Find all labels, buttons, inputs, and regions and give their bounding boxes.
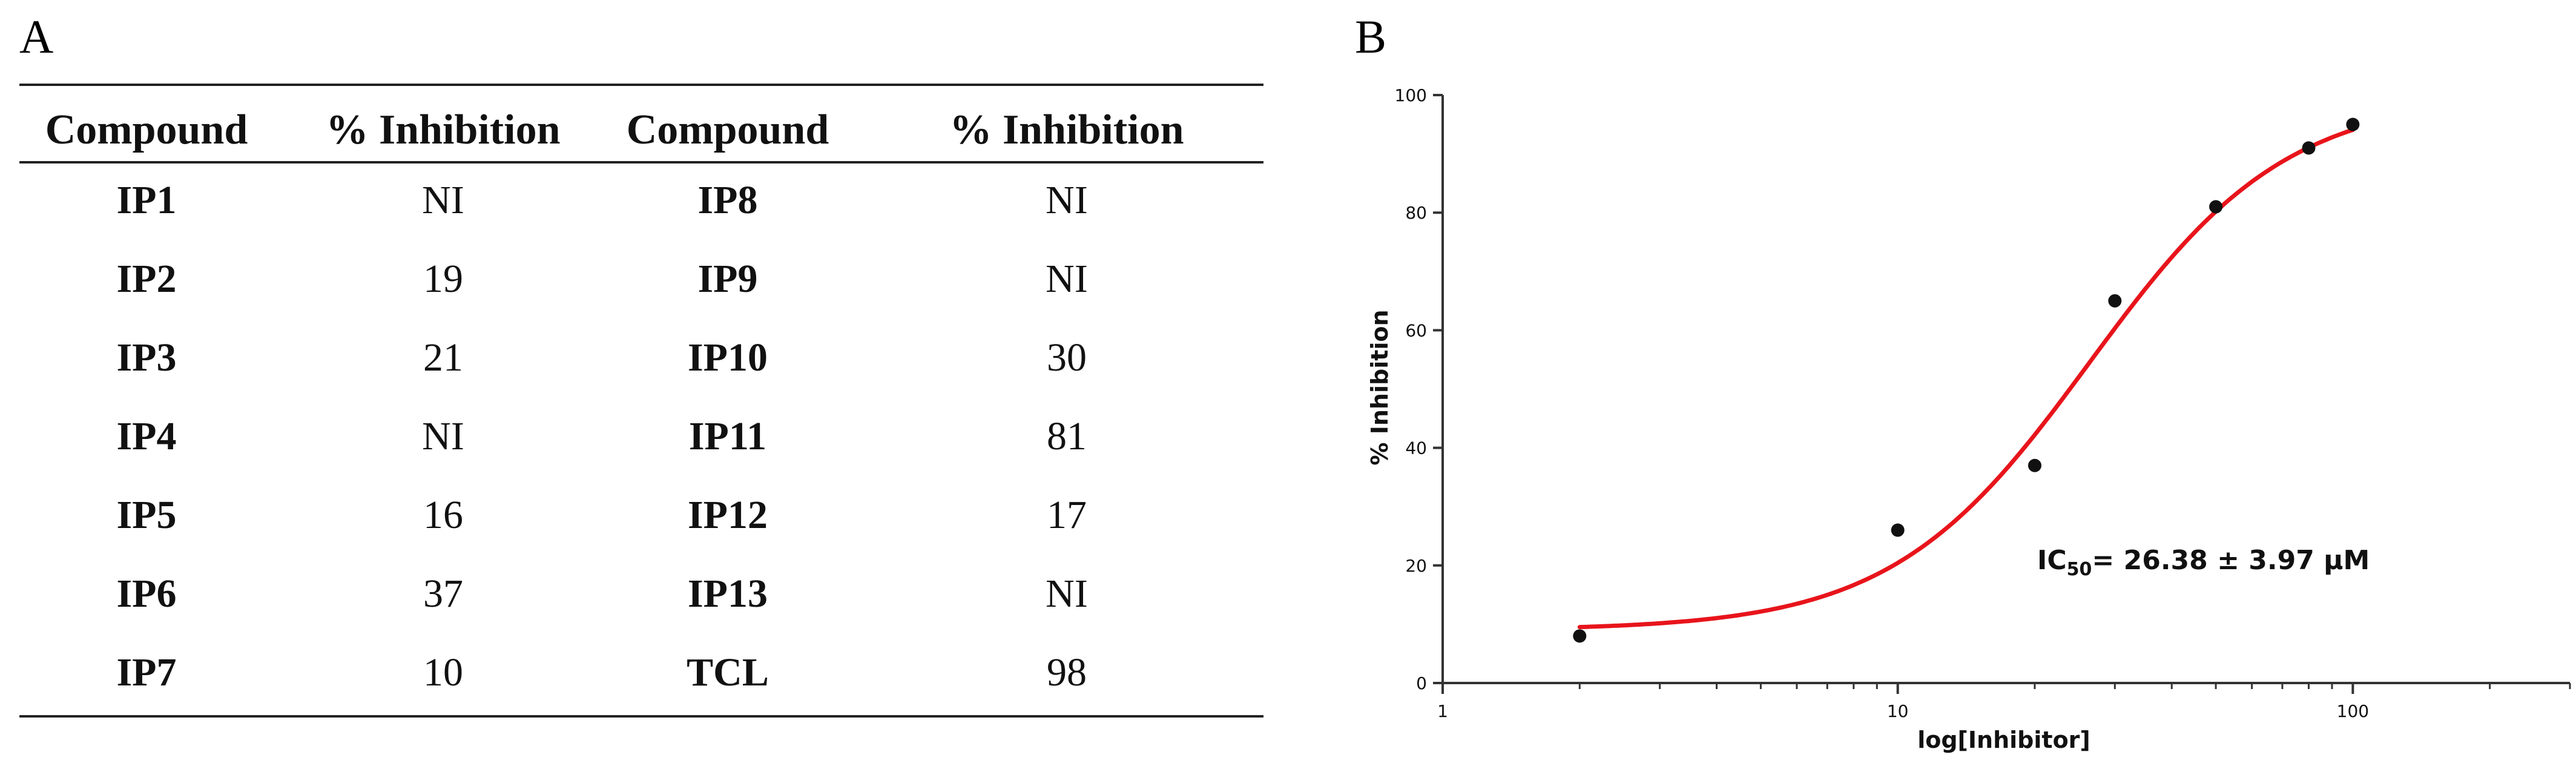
plot-area: 0 20 40 60 80 100 1 10 100 [1395, 85, 2571, 721]
y-tick-label: 40 [1405, 438, 1427, 458]
compound-cell: IP13 [688, 572, 768, 616]
x-tick-label: 1 [1437, 701, 1448, 721]
header-compound-2: Compound [626, 107, 829, 153]
data-point [2108, 294, 2122, 308]
ic50-subscript: 50 [2067, 559, 2092, 580]
inhibition-cell: 21 [423, 335, 463, 380]
inhibition-cell: 81 [1047, 414, 1087, 458]
inhibition-cell: 37 [423, 572, 463, 616]
y-tick-label: 20 [1405, 556, 1427, 576]
inhibition-cell: 98 [1047, 650, 1087, 695]
header-inhibition-2: % Inhibition [949, 107, 1184, 153]
ic50-annotation: IC50= 26.38 ± 3.97 µM [2037, 545, 2370, 580]
header-compound-1: Compound [45, 107, 248, 153]
compound-cell: IP5 [116, 493, 177, 537]
compound-cell: IP1 [116, 178, 177, 222]
inhibition-cell: NI [422, 178, 464, 222]
data-point [2028, 458, 2041, 472]
y-tick-label: 100 [1395, 85, 1427, 105]
x-tick-label: 10 [1887, 701, 1909, 721]
ic50-value: = 26.38 ± 3.97 µM [2092, 545, 2370, 576]
inhibition-cell: 19 [423, 257, 463, 301]
inhibition-cell: 16 [423, 493, 463, 537]
panel-label-a: A [19, 10, 54, 63]
data-point [1891, 523, 1905, 537]
table-header-rule [19, 161, 1263, 163]
y-tick-label: 60 [1405, 320, 1427, 340]
compound-cell: IP12 [688, 493, 768, 537]
x-tick-label: 100 [2337, 701, 2369, 721]
table-bottom-rule [19, 715, 1263, 718]
compound-cell: IP7 [116, 650, 177, 695]
compound-cell: IP9 [697, 257, 758, 301]
x-axis-label: log[Inhibitor] [1917, 727, 2090, 753]
y-axis-label: % Inhibition [1366, 309, 1393, 465]
inhibition-cell: NI [422, 414, 464, 458]
compound-cell: IP10 [688, 335, 768, 380]
inhibition-cell: NI [1046, 178, 1088, 222]
data-point [2302, 141, 2316, 155]
data-point [1573, 629, 1587, 643]
y-tick-label: 80 [1405, 203, 1427, 223]
data-point [2209, 200, 2223, 214]
ic50-prefix: IC [2037, 545, 2067, 576]
compound-cell: IP8 [697, 178, 758, 222]
inhibition-cell: NI [1046, 257, 1088, 301]
inhibition-cell: NI [1046, 572, 1088, 616]
table-top-rule [19, 84, 1263, 86]
compound-cell: IP6 [116, 572, 177, 616]
compound-cell: IP3 [116, 335, 177, 380]
inhibition-cell: 30 [1047, 335, 1087, 380]
panel-label-b: B [1355, 10, 1387, 63]
inhibition-cell: 10 [423, 650, 463, 695]
inhibition-cell: 17 [1047, 493, 1087, 537]
compound-cell: IP4 [116, 414, 177, 458]
compound-cell: IP2 [116, 257, 177, 301]
y-tick-label: 0 [1416, 673, 1427, 693]
dose-response-chart: 0 20 40 60 80 100 1 10 100 % Inhibition log[Inhi… [1366, 85, 2571, 753]
data-point [2346, 117, 2360, 131]
fit-curve [1577, 128, 2355, 630]
compound-cell: TCL [687, 650, 769, 695]
header-inhibition-1: % Inhibition [326, 107, 561, 153]
compound-cell: IP11 [688, 414, 767, 458]
